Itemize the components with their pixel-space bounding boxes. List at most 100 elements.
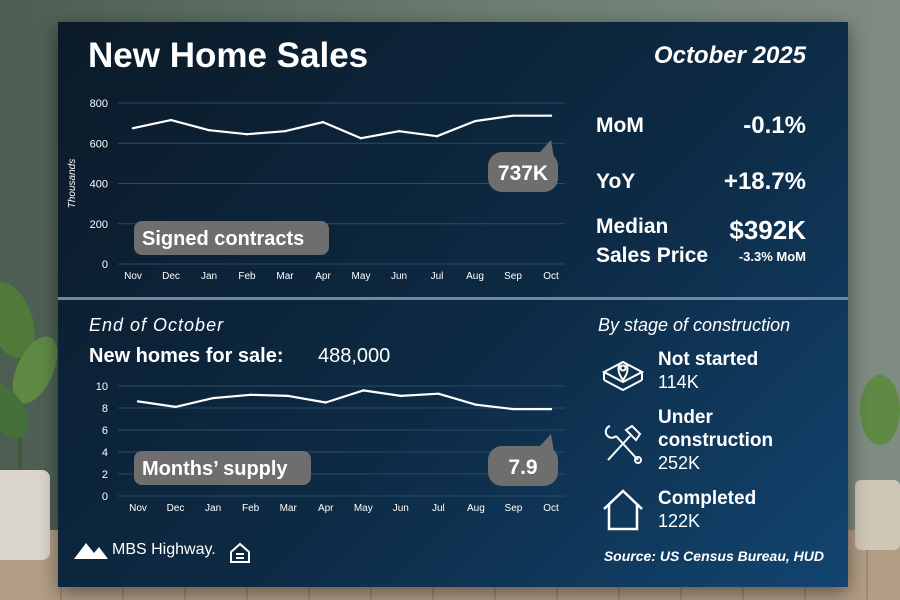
series-line [132, 114, 551, 140]
mountain-logo-icon [74, 543, 108, 559]
series-label: Months’ supply [142, 458, 288, 480]
data-point [211, 396, 215, 400]
months-supply-chart: 0 2 4 6 8 10 Nov Dec Jan Feb Mar Apr May Jun Jul Aug Sep… [96, 381, 565, 514]
signed-contracts-chart: 0 200 400 600 800 Nov Dec Jan Feb Mar Apr May Jun Jul… [67, 98, 565, 282]
series-label-box [134, 451, 311, 485]
series-label: Signed contracts [142, 228, 304, 250]
inventory-subtitle: End of October [89, 315, 225, 335]
data-point [399, 394, 403, 398]
callout-value: 737K [498, 162, 548, 185]
plant-decoration [0, 281, 58, 560]
data-point [321, 120, 325, 124]
x-tick-label: Jan [205, 503, 221, 514]
x-tick-label: Jul [431, 271, 444, 282]
stage-name: Not started [658, 349, 759, 370]
y-tick-label: 0 [102, 491, 108, 503]
data-point [174, 405, 177, 409]
stage-value: 114K [658, 372, 699, 392]
x-tick-label: Jan [201, 271, 217, 282]
x-tick-label: Oct [543, 503, 559, 514]
new-homes-label: New homes for sale: [89, 345, 284, 367]
x-tick-label: Mar [280, 503, 298, 514]
infographic-card [58, 22, 848, 587]
stage-name-line2: construction [658, 430, 774, 451]
x-tick-label: May [352, 271, 371, 282]
x-tick-label: Aug [467, 503, 485, 514]
stage-value: 252K [658, 453, 701, 473]
report-period: October 2025 [653, 42, 806, 69]
x-tick-label: Sep [505, 503, 523, 514]
x-tick-label: Sep [504, 271, 522, 282]
x-tick-label: Jun [391, 271, 407, 282]
x-tick-label: Apr [315, 271, 331, 282]
data-point [437, 392, 440, 395]
data-point [249, 393, 252, 396]
median-label-line1: Median [596, 215, 669, 238]
x-tick-label: Aug [466, 271, 484, 282]
data-point [286, 394, 290, 398]
y-tick-label: 2 [102, 469, 108, 481]
data-point [245, 132, 249, 136]
y-tick-label: 800 [90, 98, 108, 110]
callout-value: 7.9 [508, 456, 537, 479]
plant-decoration-right [855, 375, 900, 550]
mom-label: MoM [596, 114, 644, 137]
data-point [362, 389, 365, 392]
section-divider [58, 297, 848, 300]
x-tick-label: Oct [543, 271, 559, 282]
house-outline-icon [603, 489, 643, 531]
stage-name-line1: Under [658, 407, 713, 428]
yoy-value: +18.7% [723, 168, 806, 195]
data-point [136, 400, 140, 403]
median-price-change: -3.3% MoM [738, 249, 806, 264]
data-point [169, 118, 173, 122]
data-point [283, 129, 287, 133]
data-point [549, 407, 553, 411]
y-axis-label: Thousands [67, 159, 78, 208]
y-tick-label: 400 [90, 179, 108, 191]
series-line [137, 389, 551, 411]
callout-box [488, 446, 558, 486]
y-tick-label: 200 [90, 219, 108, 231]
series-label-box [134, 221, 329, 255]
x-tick-label: Jul [432, 503, 445, 514]
stage-not-started: Not started 114K [658, 348, 758, 393]
data-point [359, 137, 363, 140]
y-tick-label: 8 [102, 403, 108, 415]
logo-text: MBS Highway. [112, 541, 216, 558]
data-point [435, 135, 439, 138]
data-point [511, 114, 515, 117]
x-tick-label: Mar [276, 271, 294, 282]
tools-icon [604, 424, 642, 464]
x-tick-label: Apr [318, 503, 334, 514]
source-note: Source: US Census Bureau, HUD [603, 548, 824, 564]
mbs-highway-logo: MBS Highway. [74, 541, 216, 559]
data-point [549, 114, 553, 117]
y-tick-label: 10 [96, 381, 108, 393]
yoy-label: YoY [596, 170, 636, 193]
x-tick-label: Dec [167, 503, 185, 514]
mom-value: -0.1% [743, 112, 806, 139]
x-tick-label: May [354, 503, 373, 514]
stage-under-construction: Under construction 252K [658, 406, 773, 474]
stage-value: 122K [658, 511, 701, 531]
new-homes-value: 488,000 [318, 345, 391, 367]
x-tick-label: Feb [238, 271, 256, 282]
data-point [512, 407, 515, 411]
data-point [474, 403, 478, 406]
y-tick-label: 4 [102, 447, 108, 459]
data-point [324, 401, 327, 404]
x-tick-label: Feb [242, 503, 260, 514]
equal-housing-icon [230, 542, 250, 563]
data-point [397, 129, 401, 133]
stage-name: Completed [658, 488, 757, 509]
y-tick-label: 0 [102, 259, 108, 271]
x-tick-label: Dec [162, 271, 180, 282]
data-point [207, 128, 211, 132]
median-price-value: $392K [729, 215, 806, 245]
y-tick-label: 600 [90, 138, 108, 150]
house-location-icon [601, 360, 645, 392]
page-title: New Home Sales [88, 36, 369, 75]
data-point [473, 119, 477, 123]
